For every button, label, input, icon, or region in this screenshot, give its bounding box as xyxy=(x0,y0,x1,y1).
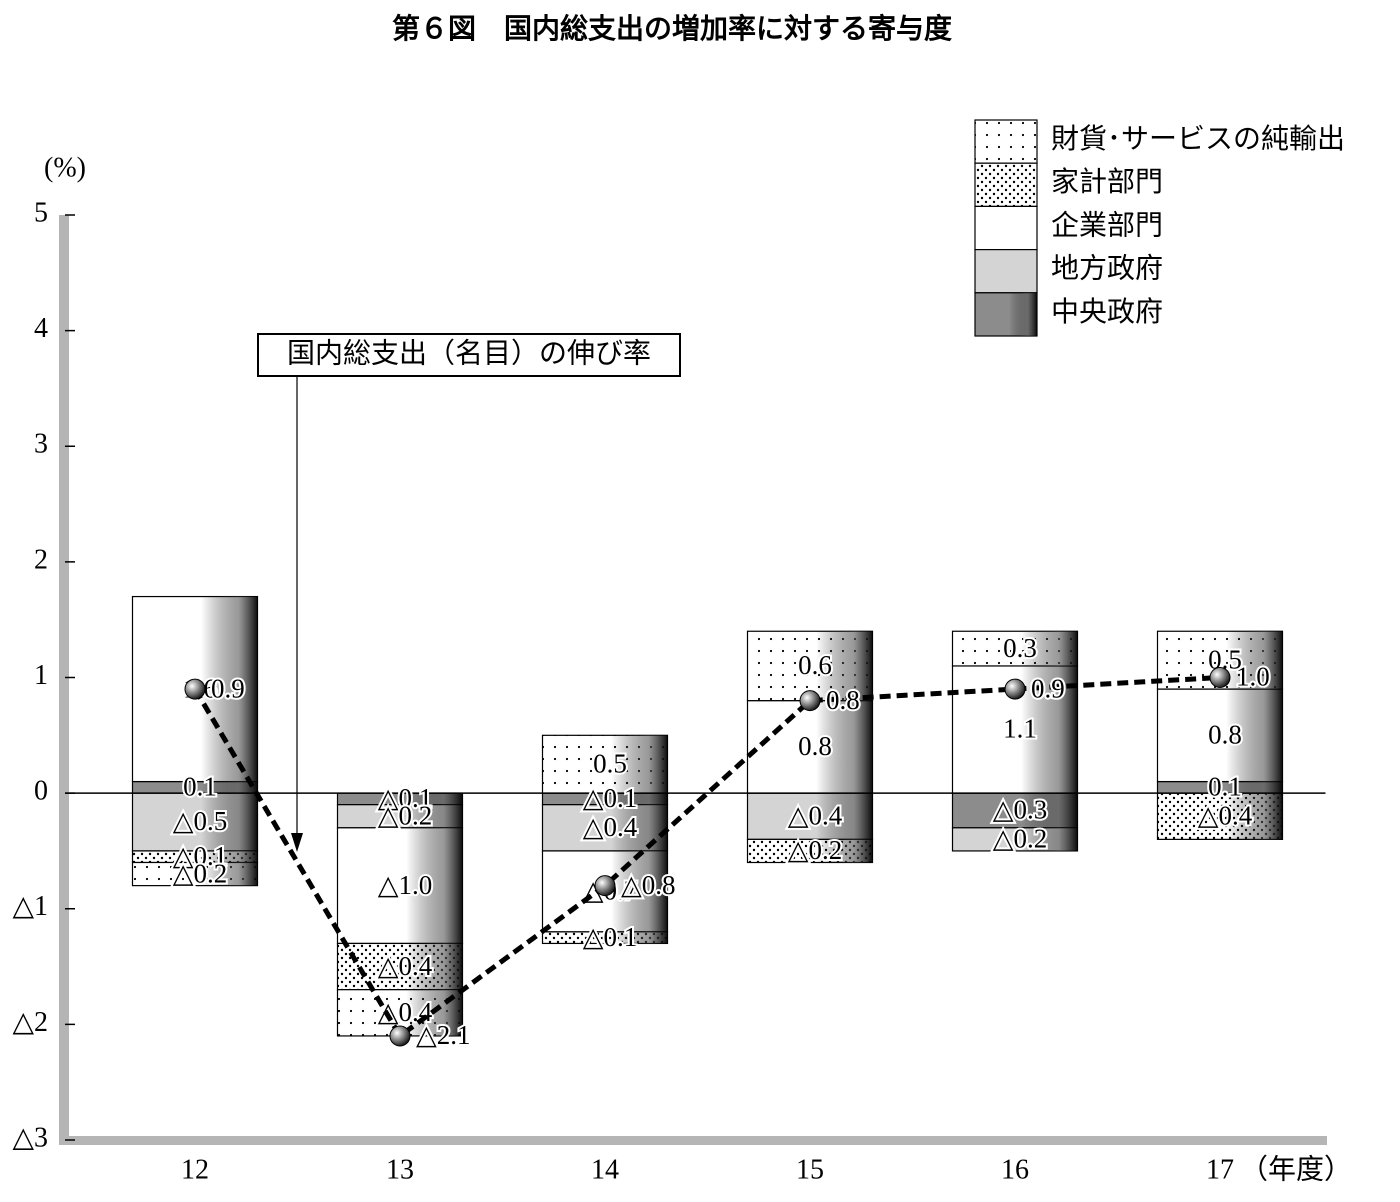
bar-shade xyxy=(747,631,873,701)
x-tick-label: 17 xyxy=(1206,1154,1234,1185)
value-label: 0.1 xyxy=(183,772,217,802)
growth-label: △0.8 xyxy=(621,870,676,900)
value-label: 0.1 xyxy=(1208,772,1242,802)
value-label: △0.4 xyxy=(788,800,843,830)
bar-shade xyxy=(542,804,668,851)
annotation-box xyxy=(257,333,681,377)
growth-label: △2.1 xyxy=(416,1020,471,1050)
legend-label: 企業部門 xyxy=(1051,209,1163,241)
bar-shade xyxy=(1157,793,1283,840)
value-label: 1.1 xyxy=(1003,714,1037,744)
value-label: △0.1 xyxy=(173,841,228,871)
bar-shade xyxy=(747,793,873,840)
legend-swatch xyxy=(974,205,1038,251)
x-axis xyxy=(59,1136,1327,1145)
legend-swatch xyxy=(974,249,1038,294)
y-tick-label: 1 xyxy=(34,660,48,691)
bar-shade xyxy=(542,793,668,805)
x-tick-label: 16 xyxy=(1001,1154,1029,1185)
value-label: △0.2 xyxy=(378,800,433,830)
legend-label: 中央政府 xyxy=(1051,296,1163,328)
bar-shade xyxy=(132,781,258,794)
annotation: 国内総支出（名目）の伸び率 xyxy=(287,337,651,369)
bar-shade xyxy=(542,735,668,794)
x-tick-label: 15 xyxy=(796,1154,824,1185)
y-tick-label: 5 xyxy=(34,197,48,228)
bar-shade xyxy=(337,804,463,828)
y-tick-label: 3 xyxy=(34,429,48,460)
legend-swatch xyxy=(974,119,1038,164)
legend-label: 家計部門 xyxy=(1051,166,1163,198)
growth-point xyxy=(389,1025,411,1047)
annotation-arrowhead xyxy=(291,833,303,852)
y-tick-label: 0 xyxy=(34,776,48,807)
legend-shade xyxy=(975,292,1037,336)
growth-label: 0.8 xyxy=(826,685,860,715)
bar-shade xyxy=(132,862,258,886)
value-label: 0.8 xyxy=(798,731,832,761)
bar-shade xyxy=(132,850,258,863)
bar-shade xyxy=(747,700,873,794)
bar-shade xyxy=(952,827,1078,851)
bar-shade xyxy=(1157,689,1283,782)
growth-point xyxy=(184,678,206,700)
bar-shade xyxy=(747,839,873,863)
growth-label: 1.0 xyxy=(1236,662,1270,692)
growth-label: 0.9 xyxy=(211,673,245,703)
bar-shade xyxy=(952,631,1078,666)
y-tick-label: △2 xyxy=(12,1007,48,1038)
legend-swatch xyxy=(974,162,1038,207)
legend-label: 財貨･サービスの純輸出 xyxy=(1051,123,1345,155)
y-tick-label: 2 xyxy=(34,544,48,575)
x-tick-label: 12 xyxy=(181,1154,209,1185)
growth-point xyxy=(799,690,821,712)
value-label: △0.2 xyxy=(173,858,228,888)
value-label: 0.8 xyxy=(1208,720,1242,750)
bar-shade xyxy=(337,943,463,990)
value-label: △0.1 xyxy=(583,922,638,952)
value-label: △0.5 xyxy=(173,806,228,836)
x-tick-label: 13 xyxy=(386,1154,414,1185)
x-tick-label: 14 xyxy=(591,1154,619,1185)
growth-point xyxy=(594,875,616,897)
value-label: △0.4 xyxy=(378,997,433,1027)
growth-point xyxy=(1209,667,1231,688)
value-label: △0.4 xyxy=(378,951,433,981)
bar-shade xyxy=(542,931,668,944)
y-axis-label: (%) xyxy=(44,152,86,183)
bar-shade xyxy=(337,793,463,805)
y-tick-label: △1 xyxy=(12,891,48,922)
y-tick-label: △3 xyxy=(12,1122,48,1153)
value-label: △0.2 xyxy=(993,824,1048,854)
value-label: △0.4 xyxy=(583,812,638,842)
chart-title: 第６図 国内総支出の増加率に対する寄与度 xyxy=(392,12,952,45)
growth-point xyxy=(1004,678,1026,700)
bar-shade xyxy=(337,827,463,944)
value-label: △0.3 xyxy=(993,795,1048,825)
bar-shade xyxy=(1157,781,1283,794)
value-label: 0.3 xyxy=(1003,633,1037,663)
value-label: △0.2 xyxy=(788,835,843,865)
value-label: △0.1 xyxy=(378,783,433,813)
value-label: △0.1 xyxy=(583,783,638,813)
bar-shade xyxy=(952,793,1078,828)
value-label: △0.4 xyxy=(1198,800,1253,830)
legend-label: 地方政府 xyxy=(1051,253,1163,285)
y-axis xyxy=(59,215,69,1145)
growth-label: 0.9 xyxy=(1031,673,1065,703)
value-label: △1.0 xyxy=(378,870,433,900)
y-tick-label: 4 xyxy=(34,313,48,344)
x-axis-label: （年度） xyxy=(1240,1153,1352,1185)
value-label: 0.6 xyxy=(798,650,832,680)
bar-shade xyxy=(132,793,258,851)
value-label: 0.5 xyxy=(593,748,627,778)
